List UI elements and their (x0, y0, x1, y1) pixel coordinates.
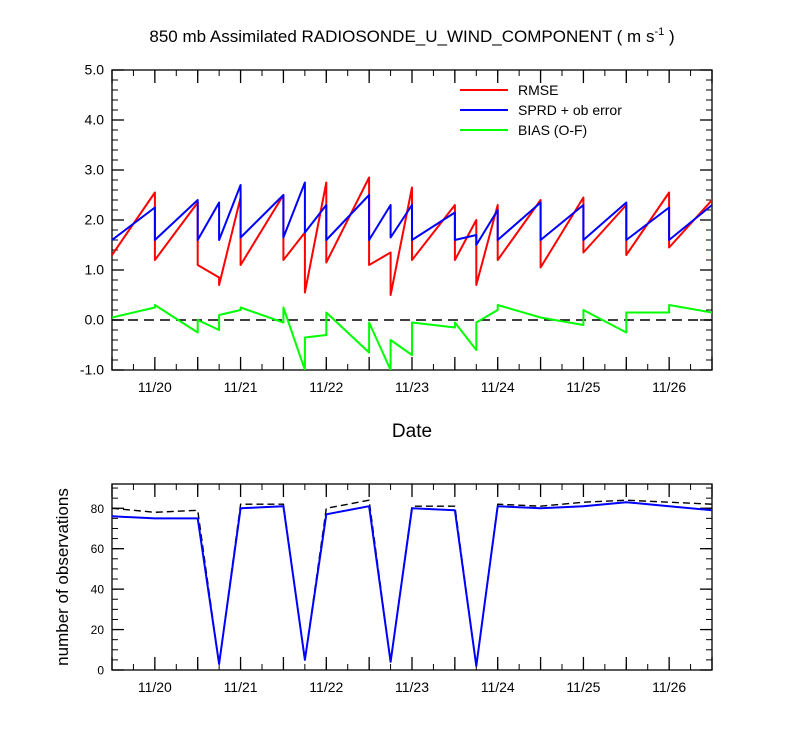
x-tick-label: 11/23 (395, 379, 429, 395)
top-panel: 11/20 11/21 11/22 11/23 11/24 11/25 11/26 -1.0 0… (80, 62, 713, 395)
y-tick-label: 5.0 (85, 62, 105, 78)
x-tick-label: 11/20 (138, 679, 172, 695)
x-tick-label: 11/25 (566, 679, 600, 695)
y-tick-label: 4.0 (85, 112, 105, 128)
x-tick-label: 11/20 (138, 379, 172, 395)
x-tick-label: 11/22 (309, 379, 343, 395)
x-axis-label: Date (392, 421, 432, 442)
y-tick-label: 0.0 (85, 312, 105, 328)
bottom-panel: 11/20 11/21 11/22 11/23 11/24 11/25 11/26 0 20 40… (91, 483, 713, 695)
series-line-sprd-ob-error (112, 181, 712, 246)
series-line-bias-o-f (112, 304, 712, 370)
series-line-assimilated (112, 501, 712, 667)
x-tick-label: 11/22 (309, 679, 343, 695)
y-tick-label: 1.0 (85, 262, 105, 278)
x-tick-label: 11/21 (224, 379, 258, 395)
y-tick-label: 20 (91, 623, 105, 637)
x-tick-label: 11/26 (652, 379, 686, 395)
y-tick-label: 3.0 (85, 162, 105, 178)
legend-label: BIAS (O-F) (518, 122, 587, 138)
y-tick-label: 2.0 (85, 212, 105, 228)
series-line-total (112, 499, 712, 667)
legend-label: RMSE (518, 82, 558, 98)
x-tick-label: 11/21 (224, 679, 258, 695)
y-tick-label: 0 (97, 664, 104, 678)
x-tick-label: 11/24 (481, 679, 515, 695)
x-tick-label: 11/26 (652, 679, 686, 695)
y-axis-label: number of observations (53, 488, 72, 666)
chart-title: 850 mb Assimilated RADIOSONDE_U_WIND_COM… (149, 26, 674, 46)
y-tick-label: -1.0 (80, 362, 104, 378)
x-tick-label: 11/24 (481, 379, 515, 395)
y-tick-label: 80 (91, 502, 105, 516)
y-tick-label: 60 (91, 542, 105, 556)
legend-label: SPRD + ob error (518, 102, 622, 118)
series-line-rmse (112, 176, 712, 296)
y-tick-label: 40 (91, 583, 105, 597)
x-tick-label: 11/25 (566, 379, 600, 395)
x-tick-label: 11/23 (395, 679, 429, 695)
